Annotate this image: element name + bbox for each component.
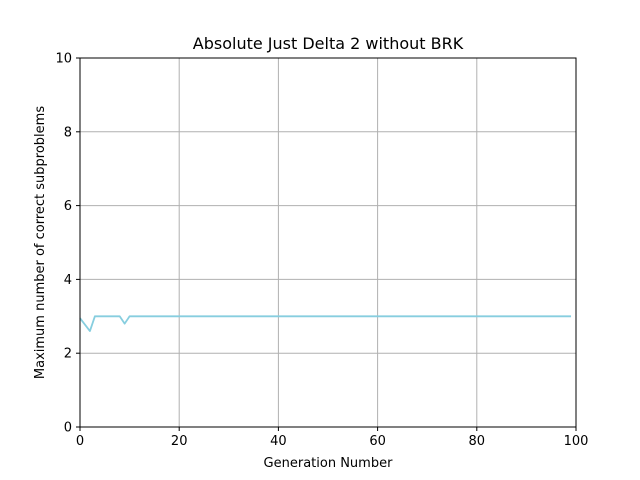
series-group bbox=[79, 315, 572, 332]
y-tick-label: 2 bbox=[64, 347, 72, 362]
x-tick-label: 20 bbox=[171, 434, 188, 449]
y-tick-label: 0 bbox=[64, 421, 72, 436]
grid-lines bbox=[79, 57, 577, 428]
x-tick-label: 40 bbox=[270, 434, 287, 449]
y-tick-label: 10 bbox=[55, 52, 72, 67]
y-tick-label: 8 bbox=[64, 125, 72, 140]
axis-ticks: 0 20 40 60 80 100 0 2 4 6 8 10 bbox=[55, 52, 588, 450]
series-line bbox=[79, 315, 572, 332]
y-axis-label: Maximum number of correct subproblems bbox=[33, 106, 48, 379]
x-tick-label: 80 bbox=[469, 434, 486, 449]
y-tick-label: 6 bbox=[64, 199, 72, 214]
x-tick-label: 60 bbox=[369, 434, 386, 449]
x-tick-label: 0 bbox=[76, 434, 84, 449]
chart-title: Absolute Just Delta 2 without BRK bbox=[193, 34, 464, 53]
x-tick-label: 100 bbox=[564, 434, 589, 449]
y-tick-label: 4 bbox=[64, 273, 72, 288]
x-axis-label: Generation Number bbox=[264, 456, 394, 471]
plot-frame bbox=[79, 57, 577, 428]
